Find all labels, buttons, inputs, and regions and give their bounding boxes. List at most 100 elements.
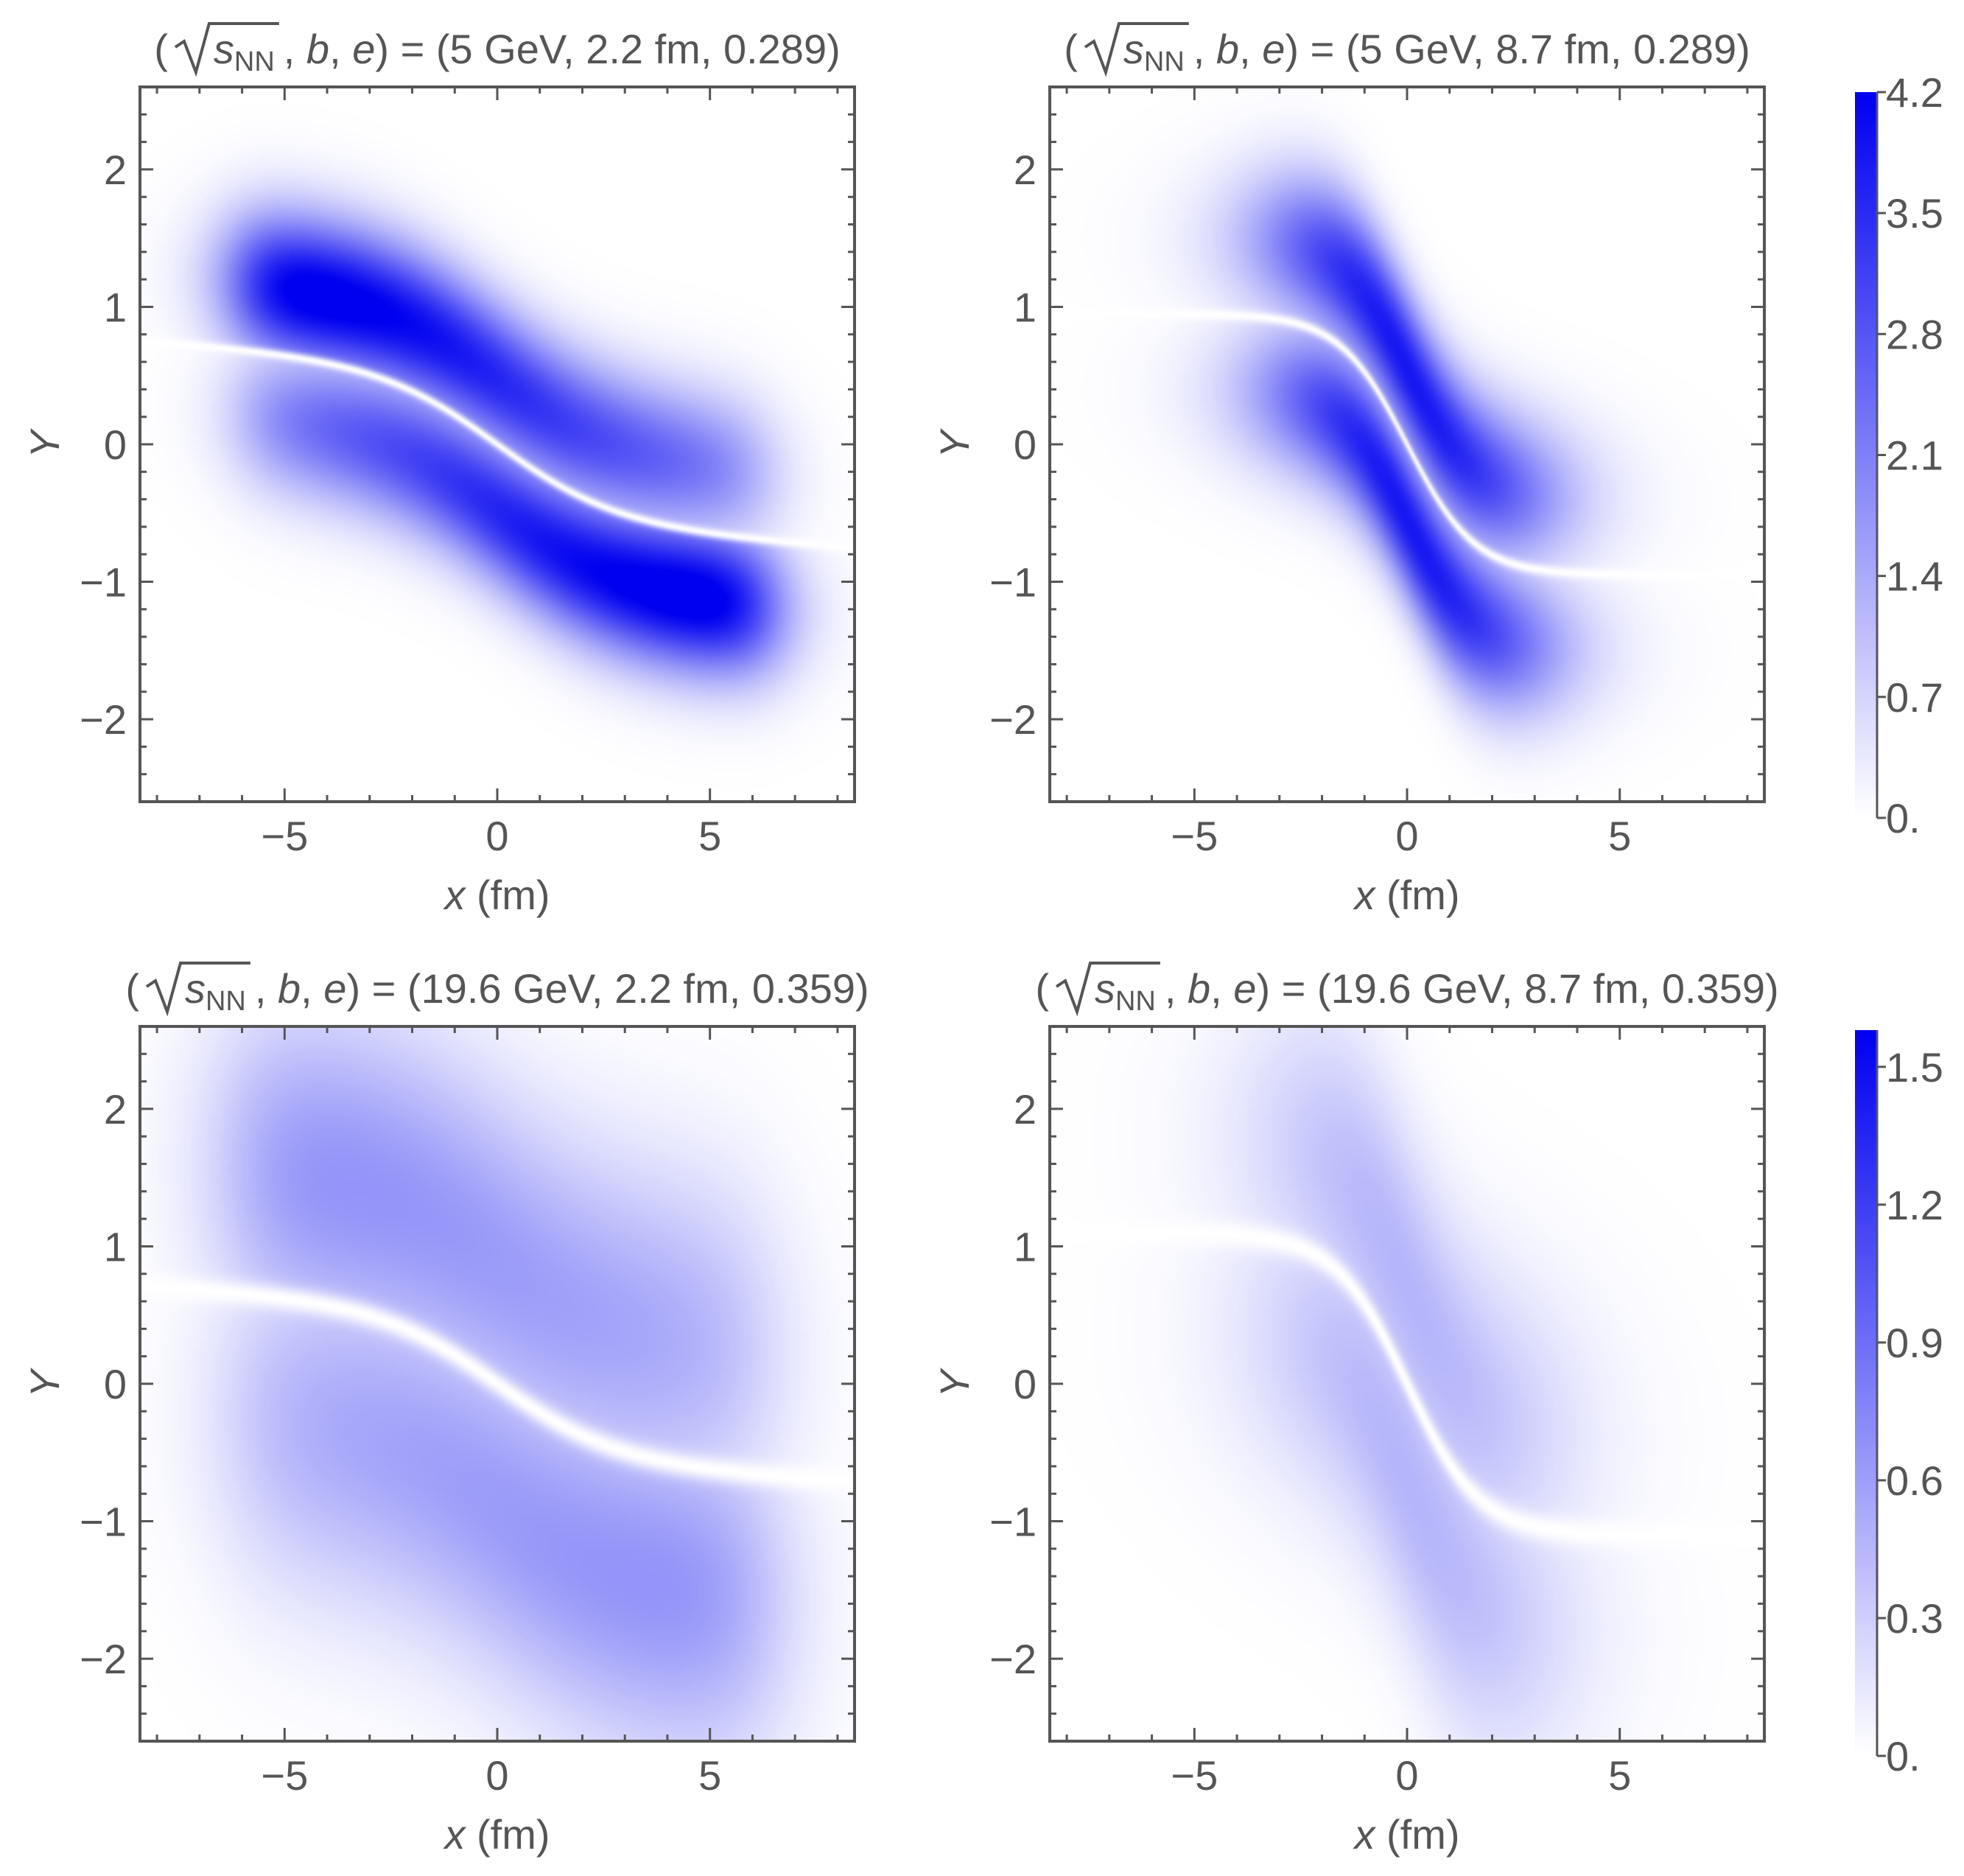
colorbar-tick-label: 0.6: [1886, 1457, 1943, 1504]
heatmap-image: [140, 87, 855, 802]
colorbar-tick-label: 2.8: [1886, 311, 1943, 357]
title-text: (sNN , b, e) = (19.6 GeV, 2.2 fm, 0.359): [125, 965, 869, 1017]
y-tick-label: 0: [104, 421, 127, 468]
colorbar-tick-label: 0.: [1886, 795, 1921, 841]
title-open-paren: (: [154, 26, 168, 72]
colorbar-tick-label: 0.3: [1886, 1595, 1943, 1642]
title-radical-sign: [174, 22, 279, 77]
panel-4: −5 0 5 −2 −1 0 1 2 x (fm) Y (sNN , b, e) = (19.6 Ge…: [931, 962, 1779, 1858]
colorbar-tick-label: 2.1: [1886, 433, 1943, 479]
colorbar-1: 0. 0.7 1.4 2.1 2.8 3.5 4.2: [1855, 69, 1943, 841]
x-tick-label: −5: [261, 813, 308, 859]
y-tick-label: −2: [989, 696, 1037, 743]
title-values: (5 GeV, 8.7 fm, 0.289): [1346, 26, 1750, 72]
title-radicand: s: [1095, 965, 1115, 1012]
y-tick-label: −1: [80, 1499, 127, 1545]
x-axis-unit: (fm): [465, 1811, 550, 1858]
colorbar-tick-label: 0.7: [1886, 674, 1943, 721]
title-values: (5 GeV, 2.2 fm, 0.289): [436, 26, 841, 72]
x-tick-label: 0: [485, 1752, 508, 1799]
x-tick-label: −5: [261, 1752, 308, 1799]
x-axis-label: x (fm): [442, 1811, 550, 1858]
title-radical-sign: [145, 962, 250, 1017]
x-tick-label: 5: [1608, 813, 1631, 859]
x-tick-label: 0: [1395, 813, 1418, 859]
y-tick-label: −2: [80, 696, 127, 743]
panel-title: (sNN , b, e) = (19.6 GeV, 2.2 fm, 0.359): [125, 962, 869, 1017]
x-axis-variable: x: [1352, 1811, 1376, 1858]
y-axis-label: Y: [21, 1368, 68, 1398]
title-params: , b, e) =: [1165, 965, 1317, 1012]
colorbar-2: 0. 0.3 0.6 0.9 1.2 1.5: [1855, 1030, 1943, 1779]
x-tick-label: 5: [698, 1752, 721, 1799]
title-subscript: NN: [206, 986, 246, 1017]
y-axis-label: Y: [931, 428, 978, 458]
title-open-paren: (: [1035, 965, 1049, 1012]
y-tick-label: −2: [80, 1636, 127, 1682]
y-tick-label: 2: [104, 1086, 127, 1133]
y-tick-label: −1: [989, 559, 1037, 606]
x-tick-label: 5: [1608, 1752, 1631, 1799]
y-tick-label: −2: [989, 1636, 1037, 1682]
title-radicand: s: [185, 965, 206, 1012]
x-tick-label: 0: [1395, 1752, 1418, 1799]
title-open-paren: (: [125, 965, 139, 1012]
panel-title: ( sNN , b, e) = (19.6 GeV, 8.7 fm, 0.359): [1035, 962, 1779, 1017]
colorbar-tick-label: 0.9: [1886, 1320, 1943, 1366]
y-tick-label: 2: [1014, 147, 1037, 193]
colorbar-tick-label: 1.5: [1886, 1044, 1943, 1091]
y-tick-label: 0: [1014, 1361, 1037, 1407]
x-tick-label: 5: [698, 813, 721, 859]
x-tick-label: −5: [1171, 813, 1218, 859]
colorbar-gradient: [1855, 92, 1877, 818]
y-axis-label: Y: [21, 428, 68, 458]
title-text: ( sNN , b, e) = (19.6 GeV, 8.7 fm, 0.359): [1035, 965, 1778, 1017]
title-radical-sign: [1084, 22, 1189, 77]
title-subscript: NN: [234, 46, 275, 77]
heatmap-image: [140, 1026, 855, 1741]
x-tick-label: −5: [1171, 1752, 1218, 1799]
y-tick-label: −1: [989, 1499, 1037, 1545]
title-params: , b, e) =: [1193, 26, 1346, 72]
title-subscript: NN: [1115, 986, 1156, 1017]
colorbar-tick-label: 3.5: [1886, 190, 1943, 237]
x-axis-label: x (fm): [1352, 872, 1459, 918]
heatmap-image: [1050, 1026, 1764, 1741]
title-radical-sign: [1055, 962, 1160, 1017]
title-text: ( sNN , b, e) = (5 GeV, 2.2 fm, 0.289): [154, 26, 840, 77]
title-params: , b, e) =: [284, 26, 436, 72]
y-tick-label: 2: [104, 147, 127, 193]
title-subscript: NN: [1144, 46, 1185, 77]
colorbar-tick-label: 4.2: [1886, 69, 1943, 116]
x-axis-label: x (fm): [442, 872, 550, 918]
colorbar-gradient: [1855, 1030, 1877, 1756]
y-tick-label: 1: [104, 284, 127, 330]
panel-3: −5 0 5 −2 −1 0 1 2 x (fm) Y (sNN , b, e) = (19.6 Ge…: [21, 962, 869, 1858]
y-tick-label: −1: [80, 559, 127, 606]
x-axis-variable: x: [1352, 872, 1376, 918]
title-params: , b, e) =: [255, 965, 407, 1012]
title-open-paren: (: [1064, 26, 1078, 72]
y-axis-label: Y: [931, 1368, 978, 1398]
title-text: ( sNN , b, e) = (5 GeV, 8.7 fm, 0.289): [1064, 26, 1750, 77]
title-radicand: s: [1123, 26, 1144, 72]
x-axis-unit: (fm): [465, 872, 550, 918]
panel-2: −5 0 5 −2 −1 0 1 2 x (fm) Y (sNN , b, e) = (5 GeV, …: [931, 22, 1766, 918]
y-tick-label: 1: [1014, 1223, 1037, 1270]
y-tick-label: 0: [104, 1361, 127, 1407]
y-tick-label: 0: [1014, 421, 1037, 468]
x-axis-variable: x: [442, 1811, 466, 1858]
panel-title: ( sNN , b, e) = (5 GeV, 2.2 fm, 0.289): [154, 22, 841, 77]
y-tick-label: 2: [1014, 1086, 1037, 1133]
panel-1: −5 0 5 −2 −1 0 1 2 x (fm) Y ( sNN , b, e) = (5 GeV, …: [21, 22, 856, 918]
title-values: (19.6 GeV, 8.7 fm, 0.359): [1317, 965, 1779, 1012]
x-axis-unit: (fm): [1375, 872, 1459, 918]
x-tick-label: 0: [485, 813, 508, 859]
colorbar-tick-label: 1.2: [1886, 1182, 1943, 1228]
title-radicand: s: [214, 26, 234, 72]
heatmap-image: [1050, 87, 1764, 802]
x-axis-variable: x: [442, 872, 466, 918]
colorbar-tick-label: 1.4: [1886, 553, 1943, 600]
